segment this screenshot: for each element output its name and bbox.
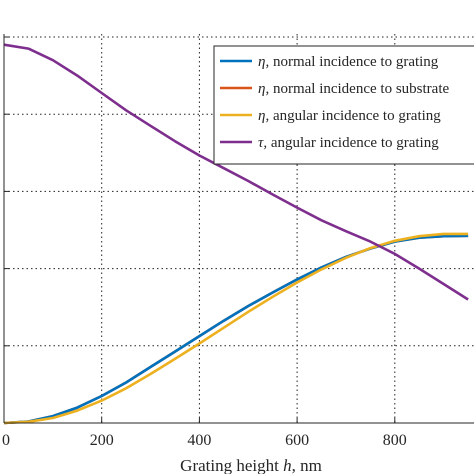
x-tick-label: 0 xyxy=(2,432,10,449)
series-lines xyxy=(3,43,469,425)
legend-series-name: , angular incidence to grating xyxy=(265,108,441,124)
legend-symbol: η xyxy=(258,108,265,124)
x-tick-label: 400 xyxy=(187,432,211,449)
axes xyxy=(3,34,474,424)
legend-box xyxy=(213,45,474,165)
x-tick-label: 800 xyxy=(383,432,407,449)
x-axis-title: Grating height h, nm xyxy=(180,456,322,474)
legend-label: η, angular incidence to grating xyxy=(258,108,441,124)
series-line-3 xyxy=(3,232,469,425)
legend-label: η, normal incidence to grating xyxy=(258,54,439,70)
legend-label: τ, angular incidence to grating xyxy=(258,135,439,151)
x-tick-labels: 0 200 400 600 800 xyxy=(2,432,407,449)
x-tick-label: 200 xyxy=(90,432,114,449)
legend-label: η, normal incidence to substrate xyxy=(258,81,449,97)
grid xyxy=(4,34,474,423)
legend-symbol: τ xyxy=(258,135,264,151)
legend-series-name: , normal incidence to substrate xyxy=(265,81,449,97)
x-axis-title-suffix: , nm xyxy=(292,456,322,474)
legend-series-name: , angular incidence to grating xyxy=(263,135,439,151)
legend-symbol: η xyxy=(258,81,265,97)
legend-series-name: , normal incidence to grating xyxy=(265,54,438,70)
x-axis-title-prefix: Grating height xyxy=(180,456,283,474)
series-line-4 xyxy=(3,43,469,301)
x-axis-title-variable: h xyxy=(283,456,292,474)
legend-symbol: η xyxy=(258,54,265,70)
x-tick-label: 600 xyxy=(285,432,309,449)
